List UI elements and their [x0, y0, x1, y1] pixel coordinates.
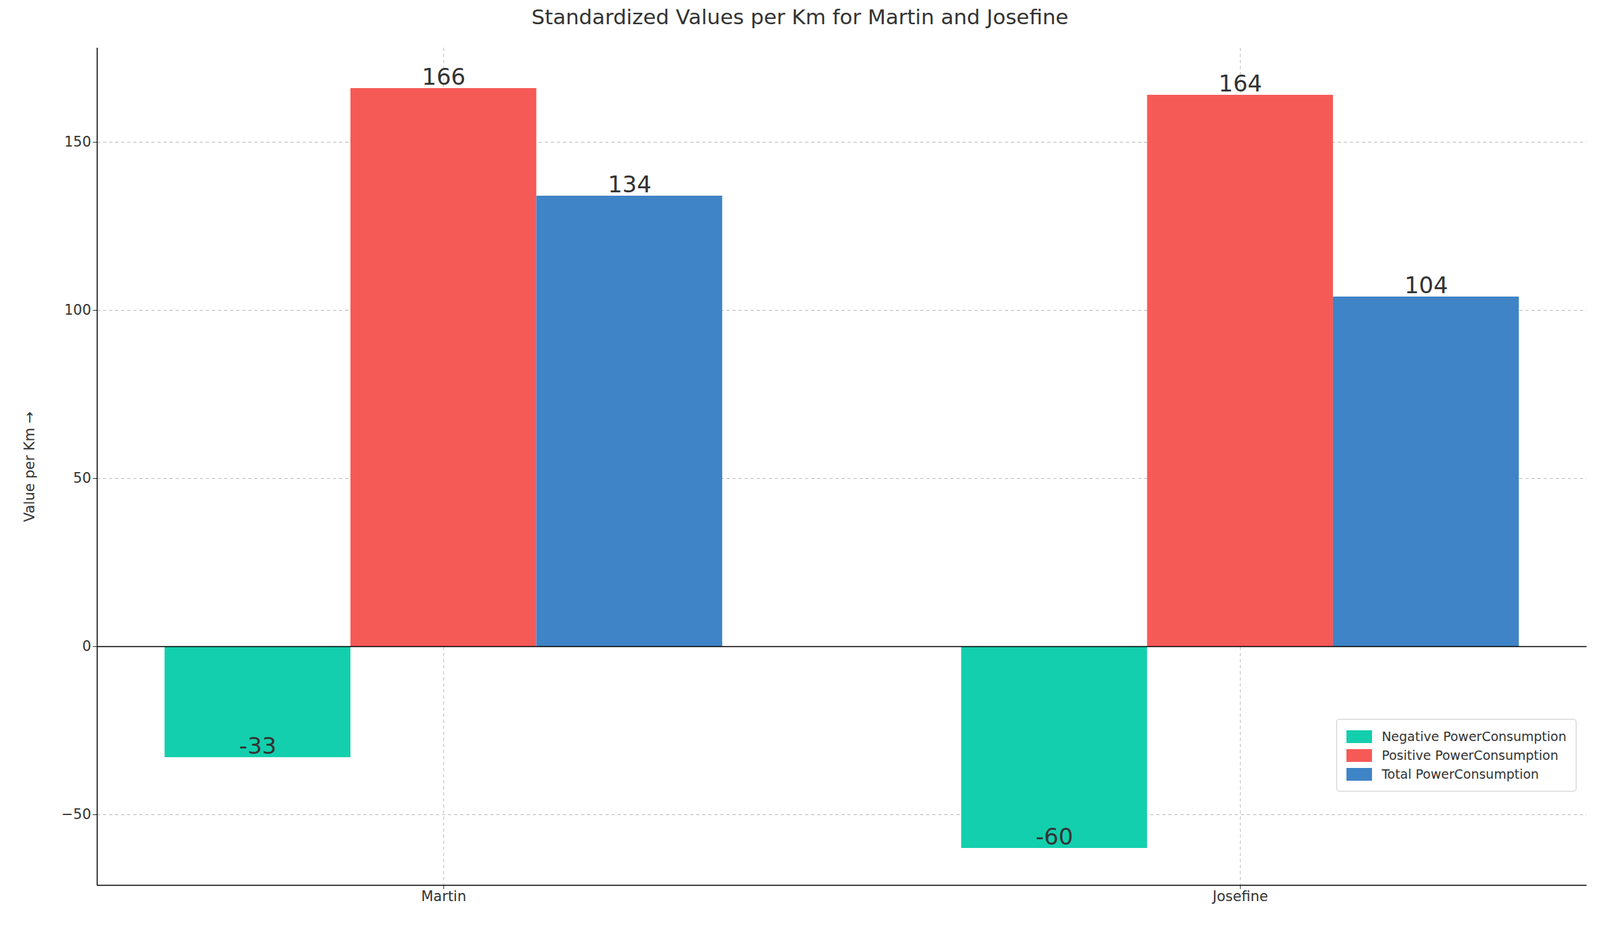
svg-text:Martin: Martin	[421, 888, 467, 905]
svg-text:134: 134	[607, 170, 652, 198]
svg-text:Value per Km →: Value per Km →	[21, 411, 38, 522]
svg-text:-60: -60	[1035, 823, 1074, 851]
html-text:Total PowerConsumption: Total PowerConsumption	[1381, 766, 1539, 782]
svg-text:100: 100	[63, 301, 91, 319]
svg-text:150: 150	[63, 133, 91, 150]
svg-text:164: 164	[1218, 69, 1263, 97]
html-text:Positive PowerConsumption: Positive PowerConsumption	[1381, 747, 1559, 763]
html-text:Standardized Values per Km for: Standardized Values per Km for Martin an…	[531, 4, 1069, 29]
svg-text:0: 0	[82, 638, 91, 655]
svg-text:104: 104	[1404, 271, 1449, 299]
html-text:Negative PowerConsumption: Negative PowerConsumption	[1381, 729, 1567, 744]
svg-text:Josefine: Josefine	[1211, 888, 1268, 905]
svg-text:166: 166	[421, 63, 466, 91]
svg-text:50: 50	[73, 470, 92, 487]
svg-text:-33: -33	[239, 732, 278, 760]
svg-text:−50: −50	[61, 806, 91, 823]
